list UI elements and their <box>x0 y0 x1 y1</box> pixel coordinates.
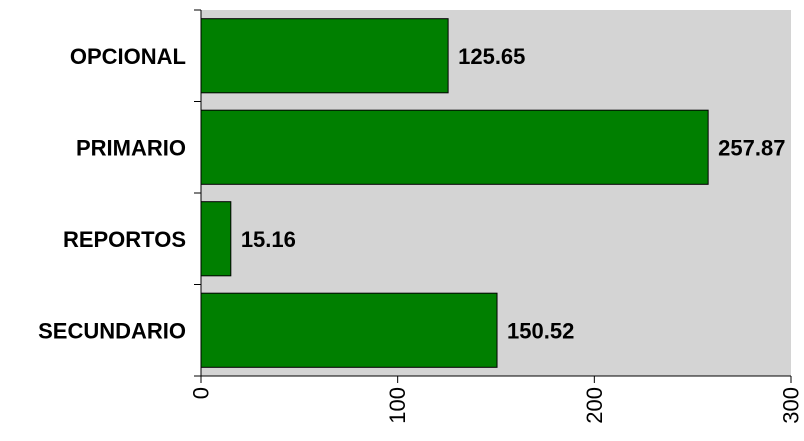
x-tick-label-300: 300 <box>779 387 804 424</box>
bar-primario <box>200 109 709 185</box>
category-label-reportos: REPORTOS <box>63 227 186 252</box>
x-tick-label-100: 100 <box>385 387 410 424</box>
value-label-primario: 257.87 <box>718 135 785 160</box>
bar-reportos <box>200 201 232 277</box>
value-label-reportos: 15.16 <box>241 227 296 252</box>
x-tick-label-0: 0 <box>189 387 214 399</box>
value-label-secundario: 150.52 <box>507 318 574 343</box>
x-axis: 0 100 200 300 <box>189 375 804 424</box>
y-axis: OPCIONAL PRIMARIO REPORTOS SECUNDARIO <box>38 9 202 377</box>
category-label-primario: PRIMARIO <box>76 135 186 160</box>
bar-secundario <box>200 292 498 368</box>
category-label-secundario: SECUNDARIO <box>38 318 186 343</box>
bar-opcional <box>200 18 449 94</box>
value-labels-group: 125.65 257.87 15.16 150.52 <box>241 44 786 344</box>
value-label-opcional: 125.65 <box>458 44 525 69</box>
bars-group <box>200 18 709 368</box>
x-tick-label-200: 200 <box>582 387 607 424</box>
category-label-opcional: OPCIONAL <box>70 44 186 69</box>
